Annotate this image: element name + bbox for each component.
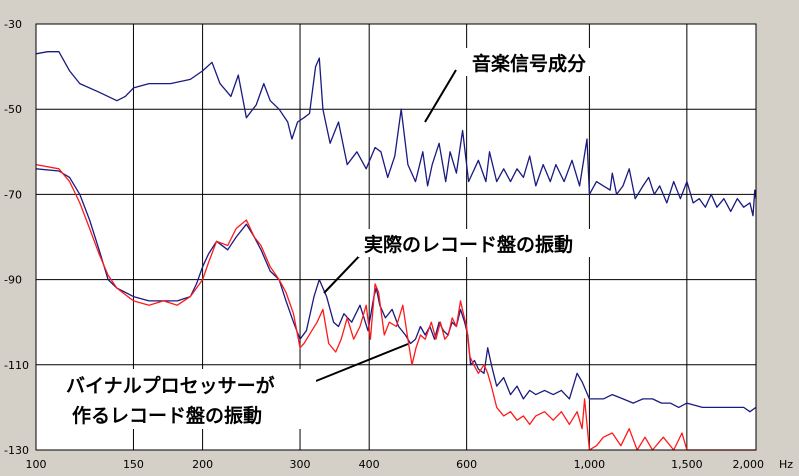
series-group <box>35 51 757 451</box>
plot-frame <box>35 23 757 451</box>
x-tick-label: 400 <box>359 458 380 471</box>
actual-label-bg <box>358 229 636 257</box>
series-line-music <box>35 51 757 217</box>
x-tick-label: 1,500 <box>671 458 703 471</box>
series-line-vinyl <box>35 163 756 451</box>
vinyl-annotation-line1: バイナルプロセッサーが <box>66 374 275 397</box>
y-tick-label: -110 <box>4 359 29 372</box>
x-tick-label: 200 <box>192 458 213 471</box>
y-tick-label: -50 <box>4 103 22 116</box>
y-tick-label: -30 <box>4 18 22 31</box>
music-annotation: 音楽信号成分 <box>472 52 586 75</box>
vinyl-label-bg <box>60 369 316 429</box>
x-tick-label: 2,000 <box>733 458 765 471</box>
x-tick-label: 1,000 <box>574 458 606 471</box>
y-tick-label: -90 <box>4 274 22 287</box>
music-label-bg <box>466 48 636 76</box>
x-tick-label: 300 <box>290 458 311 471</box>
y-tick-label: -130 <box>4 444 29 457</box>
x-tick-label: 600 <box>456 458 477 471</box>
music-leader-line <box>424 69 457 123</box>
series-line-actual <box>35 168 757 413</box>
y-tick-label: -70 <box>4 188 22 201</box>
x-tick-label: 100 <box>26 458 47 471</box>
vinyl-annotation-line2: 作るレコード盤の振動 <box>72 404 262 427</box>
x-tick-label: 150 <box>123 458 144 471</box>
vinyl-leader-line <box>315 343 409 382</box>
x-unit-label: Hz <box>779 458 793 471</box>
actual-annotation: 実際のレコード盤の振動 <box>364 233 573 256</box>
annotations: 音楽信号成分 実際のレコード盤の振動 バイナルプロセッサーが 作るレコード盤の振… <box>60 48 636 429</box>
